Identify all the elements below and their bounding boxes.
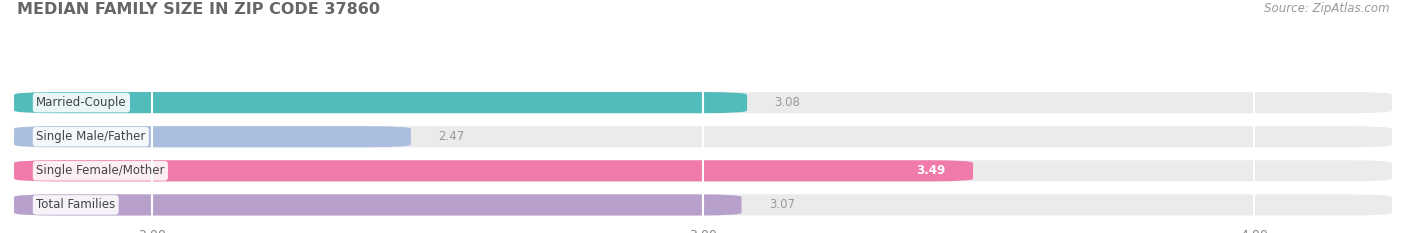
Text: Married-Couple: Married-Couple bbox=[37, 96, 127, 109]
FancyBboxPatch shape bbox=[14, 194, 741, 216]
Text: Single Male/Father: Single Male/Father bbox=[37, 130, 145, 143]
Text: 3.07: 3.07 bbox=[769, 199, 796, 211]
Text: 3.49: 3.49 bbox=[917, 164, 945, 177]
FancyBboxPatch shape bbox=[14, 126, 411, 147]
FancyBboxPatch shape bbox=[14, 160, 1392, 182]
Text: Total Families: Total Families bbox=[37, 199, 115, 211]
FancyBboxPatch shape bbox=[14, 194, 1392, 216]
Text: MEDIAN FAMILY SIZE IN ZIP CODE 37860: MEDIAN FAMILY SIZE IN ZIP CODE 37860 bbox=[17, 2, 380, 17]
FancyBboxPatch shape bbox=[14, 160, 973, 182]
Text: 2.47: 2.47 bbox=[439, 130, 465, 143]
Text: Source: ZipAtlas.com: Source: ZipAtlas.com bbox=[1264, 2, 1389, 15]
Text: 3.08: 3.08 bbox=[775, 96, 800, 109]
FancyBboxPatch shape bbox=[14, 126, 1392, 147]
Text: Single Female/Mother: Single Female/Mother bbox=[37, 164, 165, 177]
FancyBboxPatch shape bbox=[14, 92, 1392, 113]
FancyBboxPatch shape bbox=[14, 92, 747, 113]
